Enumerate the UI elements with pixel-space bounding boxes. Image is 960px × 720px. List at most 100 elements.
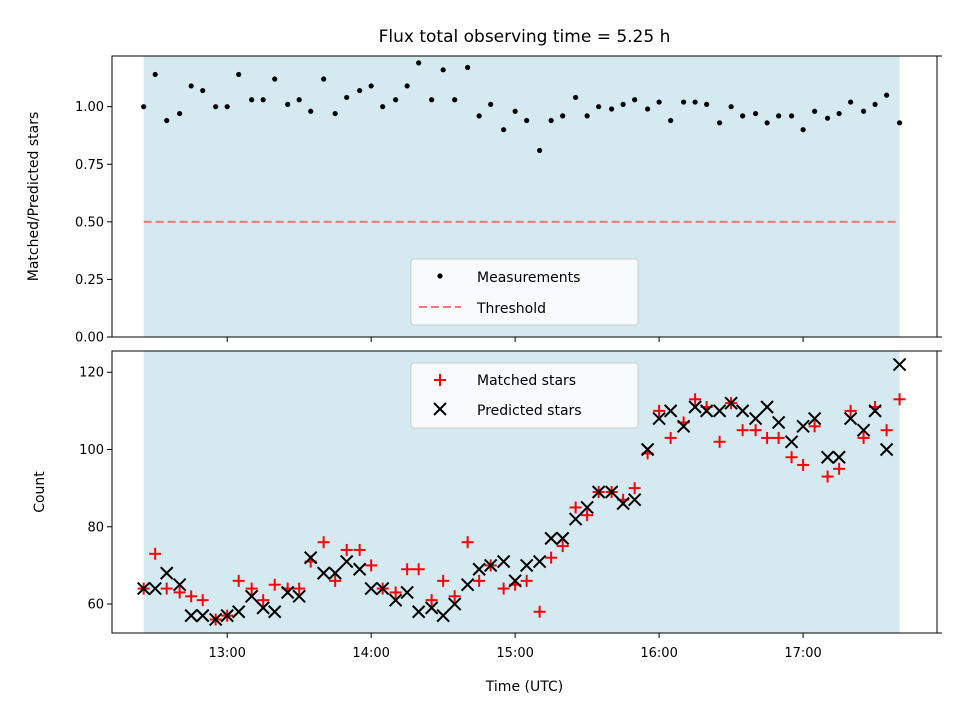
measurement-point	[188, 83, 194, 89]
matched-point	[653, 404, 666, 417]
predicted-point	[555, 531, 570, 546]
bottom-y-tick-label: 120	[79, 366, 104, 381]
measurement-point	[236, 71, 242, 78]
matched-point	[448, 590, 461, 603]
predicted-point	[640, 442, 655, 457]
matched-point	[772, 431, 785, 444]
predicted-point	[447, 597, 462, 611]
matched-point	[664, 431, 677, 444]
measurement-point	[848, 99, 854, 105]
top-panel-frame	[111, 55, 938, 338]
bottom-x-axis: 13:00 14:00 15:00 16:00 17:00	[208, 633, 822, 661]
measurement-point	[537, 147, 543, 154]
x-tick-label: 17:00	[784, 646, 821, 661]
measurement-point	[824, 115, 831, 121]
x-axis-label: Time (UTC)	[485, 679, 563, 695]
matched-point	[389, 586, 402, 599]
predicted-point	[519, 558, 534, 573]
matched-point	[497, 582, 510, 595]
predicted-point	[591, 485, 606, 499]
measurement-point	[752, 110, 759, 117]
measurement-point	[249, 97, 255, 103]
measurement-point	[476, 113, 482, 119]
top-x-ticks	[226, 55, 942, 342]
measurement-point	[573, 94, 579, 101]
measurement-point	[164, 117, 170, 124]
predicted-point	[856, 423, 871, 437]
measurement-point	[609, 106, 615, 112]
measurement-point	[357, 87, 363, 94]
bottom-panel: 60 80 100 120 13:00 14:00 15:00 16:00 17:00 Cou…	[32, 350, 942, 695]
predicted-point	[724, 396, 738, 410]
bottom-panel-frame	[111, 350, 938, 634]
predicted-point	[352, 562, 367, 576]
x-tick-label: 14:00	[352, 646, 389, 661]
predicted-point	[879, 442, 894, 457]
bottom-legend-box	[410, 362, 639, 429]
matched-point	[713, 435, 726, 448]
predicted-point	[364, 581, 378, 596]
measurement-point	[393, 97, 399, 103]
measurement-point	[596, 104, 602, 110]
predicted-point	[328, 566, 342, 580]
predicted-point	[627, 493, 642, 507]
matched-point	[569, 501, 582, 514]
measurement-point	[260, 97, 266, 103]
predicted-point	[411, 605, 426, 619]
matched-point	[821, 470, 834, 483]
matched-point	[520, 574, 533, 587]
measurement-point	[884, 92, 890, 98]
matched-point	[893, 393, 906, 406]
bottom-legend: Matched stars Predicted stars	[410, 362, 639, 429]
matched-point	[293, 582, 306, 595]
predicted-point	[195, 608, 210, 623]
matched-point	[425, 594, 438, 607]
x-tick-label: 16:00	[640, 646, 677, 661]
predicted-point	[868, 404, 882, 418]
top-y-axis: 0.00 0.25 0.50 0.75 1.00	[75, 100, 112, 346]
bottom-y-tick-label: 100	[79, 443, 104, 458]
x-tick-label: 13:00	[208, 646, 245, 661]
predicted-point	[832, 450, 846, 464]
predicted-point	[568, 512, 583, 526]
measurement-point	[501, 127, 507, 133]
top-y-tick-label: 0.25	[75, 273, 104, 288]
measurement-point	[680, 99, 687, 105]
matched-point	[245, 582, 258, 595]
measurement-point	[524, 117, 530, 124]
predicted-point	[303, 550, 318, 565]
matched-point	[545, 551, 558, 564]
predicted-point	[820, 450, 835, 464]
predicted-point	[256, 601, 270, 615]
predicted-point	[796, 419, 810, 434]
predicted-point	[807, 411, 822, 426]
measurement-point	[800, 127, 806, 133]
measurement-point	[860, 108, 867, 114]
measurement-point	[872, 101, 878, 107]
matched-point	[808, 420, 821, 433]
matched-point	[173, 586, 186, 599]
legend-predicted-label: Predicted stars	[477, 403, 582, 419]
legend-measurements-marker	[437, 273, 443, 279]
predicted-point	[172, 578, 187, 592]
measurement-point	[380, 104, 386, 110]
measurement-point	[896, 120, 903, 126]
matched-point	[437, 574, 450, 587]
measurement-point	[788, 113, 795, 119]
predicted-point	[580, 500, 594, 515]
matched-point	[785, 451, 798, 464]
top-y-tick-label: 1.00	[75, 100, 104, 115]
predicted-point	[292, 589, 306, 604]
measurement-point	[344, 94, 350, 101]
predicted-point	[208, 612, 223, 627]
measurement-point	[560, 113, 566, 119]
measurement-point	[740, 113, 746, 119]
measurement-point	[488, 101, 494, 107]
matched-point	[797, 458, 810, 471]
top-y-tick-label: 0.00	[75, 331, 104, 346]
matched-point	[461, 536, 474, 549]
measurement-point	[836, 110, 842, 117]
matched-point	[628, 482, 641, 495]
predicted-point	[460, 578, 475, 592]
